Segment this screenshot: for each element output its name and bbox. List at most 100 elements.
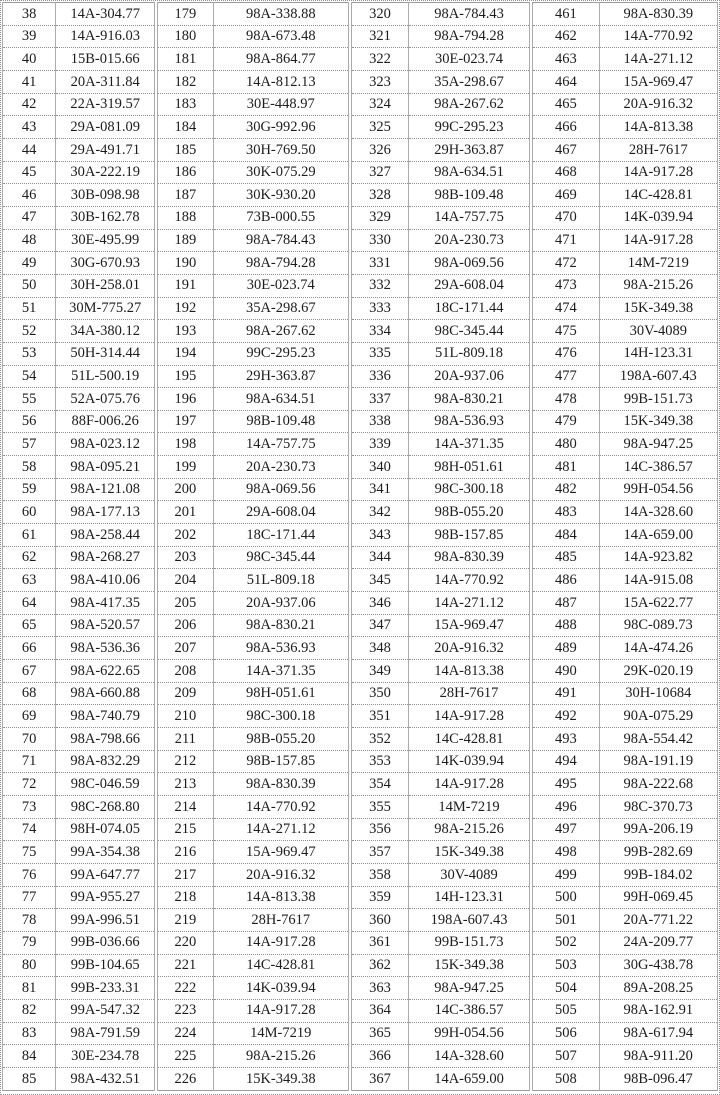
row-code-cell: 14C-386.57 bbox=[408, 998, 531, 1023]
table-row: 205 20A-937.06 bbox=[157, 591, 350, 615]
row-code-cell: 29K-020.19 bbox=[598, 659, 719, 683]
row-code-cell: 98C-046.59 bbox=[55, 772, 156, 796]
row-code-cell: 15B-015.66 bbox=[55, 47, 156, 71]
row-code-cell: 24A-209.77 bbox=[598, 930, 719, 955]
row-code-cell: 99C-295.23 bbox=[212, 341, 350, 366]
row-code-cell: 14A-770.92 bbox=[408, 568, 531, 593]
row-index-cell: 75 bbox=[1, 840, 57, 864]
row-index-cell: 358 bbox=[351, 862, 410, 887]
row-code-cell: 98A-267.62 bbox=[212, 319, 350, 343]
table-row: 51 30M-775.27 bbox=[1, 296, 156, 321]
row-index-cell: 65 bbox=[1, 613, 57, 638]
row-index-cell: 56 bbox=[1, 409, 57, 434]
row-index-cell: 487 bbox=[532, 591, 600, 615]
row-code-cell: 98A-791.59 bbox=[55, 1021, 156, 1046]
row-code-cell: 30E-023.74 bbox=[408, 47, 531, 71]
row-index-cell: 496 bbox=[532, 794, 600, 819]
row-code-cell: 20A-771.22 bbox=[598, 908, 719, 932]
row-index-cell: 463 bbox=[532, 47, 600, 71]
table-row: 335 51L-809.18 bbox=[351, 341, 531, 366]
table-row: 508 98B-096.47 bbox=[532, 1066, 719, 1092]
table-row: 346 14A-271.12 bbox=[351, 591, 531, 615]
table-row: 222 14K-039.94 bbox=[157, 976, 350, 1000]
table-row: 49 30G-670.93 bbox=[1, 251, 156, 275]
table-row: 190 98A-794.28 bbox=[157, 251, 350, 275]
table-row: 179 98A-338.88 bbox=[157, 2, 350, 26]
table-row: 493 98A-554.42 bbox=[532, 727, 719, 751]
row-code-cell: 98A-554.42 bbox=[598, 727, 719, 751]
row-code-cell: 14A-474.26 bbox=[598, 636, 719, 661]
row-index-cell: 192 bbox=[157, 296, 214, 321]
row-code-cell: 30B-162.78 bbox=[55, 205, 156, 230]
row-code-cell: 98A-215.26 bbox=[408, 817, 531, 842]
row-index-cell: 60 bbox=[1, 500, 57, 525]
row-index-cell: 335 bbox=[351, 341, 410, 366]
row-index-cell: 67 bbox=[1, 659, 57, 683]
row-index-cell: 49 bbox=[1, 251, 57, 275]
row-index-cell: 59 bbox=[1, 477, 57, 502]
table-row: 201 29A-608.04 bbox=[157, 500, 350, 525]
table-row: 76 99A-647.77 bbox=[1, 862, 156, 887]
table-row: 330 20A-230.73 bbox=[351, 228, 531, 253]
row-index-cell: 197 bbox=[157, 409, 214, 434]
row-code-cell: 73B-000.55 bbox=[212, 205, 350, 230]
row-index-cell: 42 bbox=[1, 92, 57, 117]
table-row: 479 15K-349.38 bbox=[532, 409, 719, 434]
row-code-cell: 14A-371.35 bbox=[408, 432, 531, 457]
table-row: 39 14A-916.03 bbox=[1, 24, 156, 49]
table-row: 40 15B-015.66 bbox=[1, 47, 156, 71]
row-code-cell: 20A-311.84 bbox=[55, 69, 156, 94]
row-code-cell: 198A-607.43 bbox=[598, 364, 719, 389]
row-code-cell: 14C-428.81 bbox=[212, 953, 350, 978]
row-index-cell: 77 bbox=[1, 885, 57, 910]
table-row: 220 14A-917.28 bbox=[157, 930, 350, 955]
row-index-cell: 333 bbox=[351, 296, 410, 321]
table-row: 505 98A-162.91 bbox=[532, 998, 719, 1023]
row-index-cell: 323 bbox=[351, 69, 410, 94]
row-code-cell: 30E-023.74 bbox=[212, 273, 350, 298]
row-code-cell: 29A-491.71 bbox=[55, 137, 156, 162]
table-row: 343 98B-157.85 bbox=[351, 523, 531, 547]
row-code-cell: 98C-370.73 bbox=[598, 794, 719, 819]
row-index-cell: 461 bbox=[532, 2, 600, 26]
row-index-cell: 78 bbox=[1, 908, 57, 932]
row-code-cell: 98A-784.43 bbox=[212, 228, 350, 253]
row-index-cell: 225 bbox=[157, 1044, 214, 1068]
table-row: 365 99H-054.56 bbox=[351, 1021, 531, 1046]
row-index-cell: 363 bbox=[351, 976, 410, 1000]
table-row: 74 98H-074.05 bbox=[1, 817, 156, 842]
table-row: 209 98H-051.61 bbox=[157, 681, 350, 706]
row-code-cell: 99B-282.69 bbox=[598, 840, 719, 864]
row-index-cell: 341 bbox=[351, 477, 410, 502]
row-code-cell: 15A-969.47 bbox=[212, 840, 350, 864]
table-row: 354 14A-917.28 bbox=[351, 772, 531, 796]
code-table-group-1: 38 14A-304.77 39 14A-916.03 40 15B-015.66 41 20… bbox=[1, 2, 156, 1092]
row-code-cell: 98A-830.39 bbox=[598, 2, 719, 26]
row-index-cell: 345 bbox=[351, 568, 410, 593]
row-code-cell: 29H-363.87 bbox=[408, 137, 531, 162]
row-index-cell: 332 bbox=[351, 273, 410, 298]
table-row: 82 99A-547.32 bbox=[1, 998, 156, 1023]
table-row: 331 98A-069.56 bbox=[351, 251, 531, 275]
row-index-cell: 85 bbox=[1, 1066, 57, 1092]
row-index-cell: 470 bbox=[532, 205, 600, 230]
row-code-cell: 98B-109.48 bbox=[212, 409, 350, 434]
row-index-cell: 218 bbox=[157, 885, 214, 910]
table-row: 470 14K-039.94 bbox=[532, 205, 719, 230]
table-row: 338 98A-536.93 bbox=[351, 409, 531, 434]
table-row: 216 15A-969.47 bbox=[157, 840, 350, 864]
table-row: 339 14A-371.35 bbox=[351, 432, 531, 457]
row-code-cell: 98A-911.20 bbox=[598, 1044, 719, 1068]
table-row: 70 98A-798.66 bbox=[1, 727, 156, 751]
code-table-group-2: 179 98A-338.88 180 98A-673.48 181 98A-864.77 1… bbox=[157, 2, 350, 1092]
row-index-cell: 494 bbox=[532, 749, 600, 774]
row-code-cell: 98A-634.51 bbox=[408, 160, 531, 185]
table-row: 323 35A-298.67 bbox=[351, 69, 531, 94]
table-row: 327 98A-634.51 bbox=[351, 160, 531, 185]
row-code-cell: 98A-338.88 bbox=[212, 2, 350, 26]
table-row: 462 14A-770.92 bbox=[532, 24, 719, 49]
table-row: 42 22A-319.57 bbox=[1, 92, 156, 117]
table-row: 348 20A-916.32 bbox=[351, 636, 531, 661]
table-row: 72 98C-046.59 bbox=[1, 772, 156, 796]
table-row: 345 14A-770.92 bbox=[351, 568, 531, 593]
